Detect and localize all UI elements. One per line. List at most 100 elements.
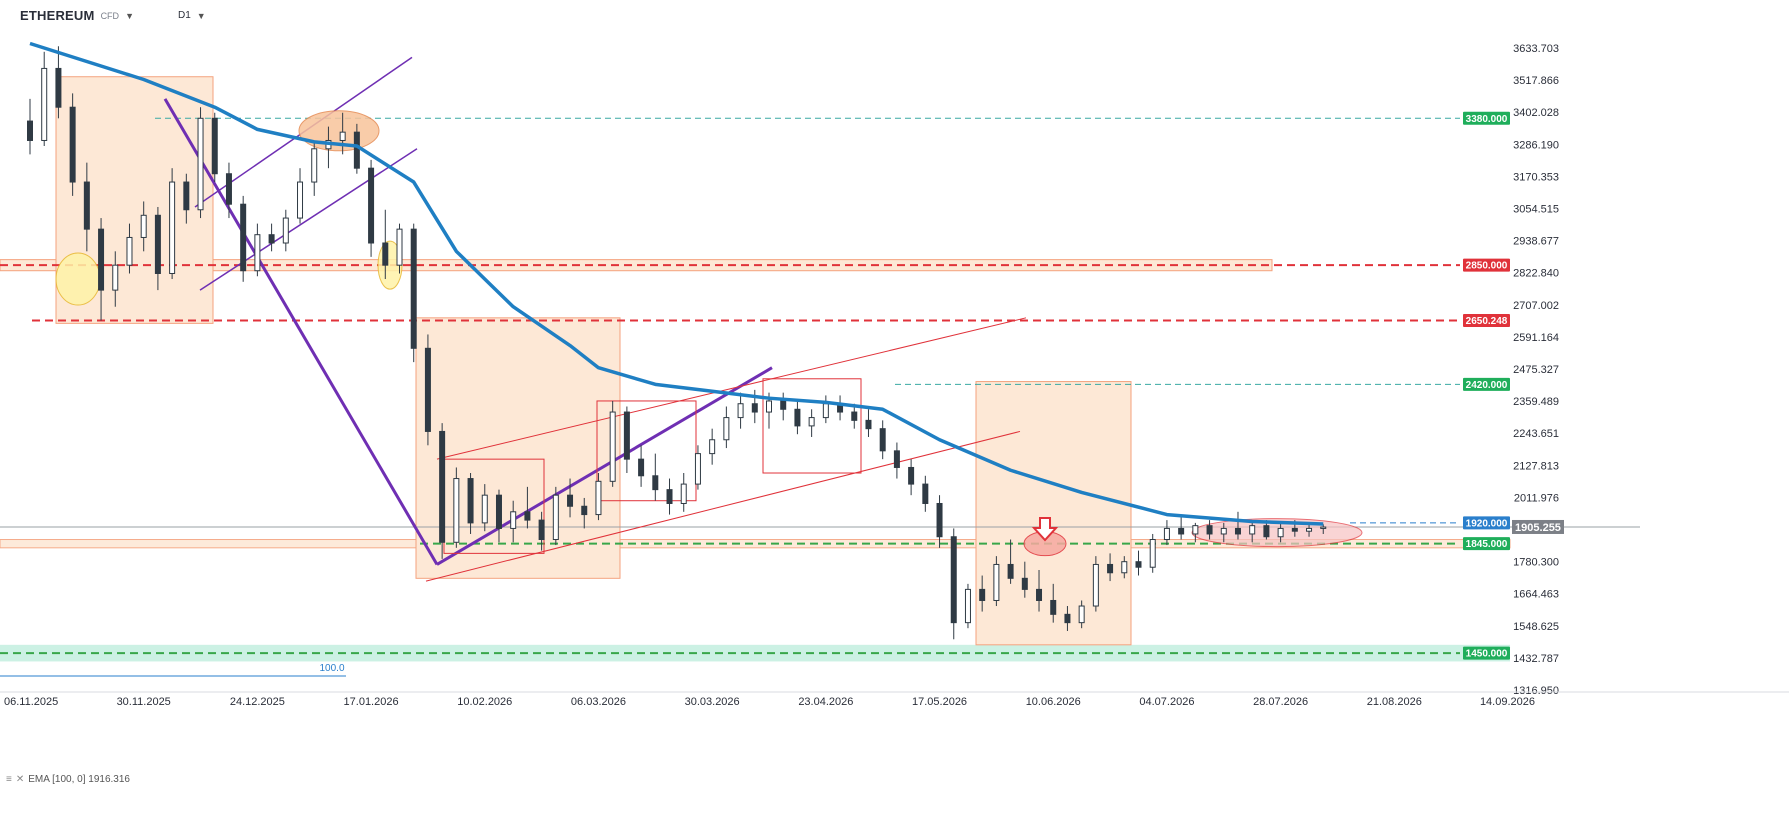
- candle: [1163, 520, 1170, 546]
- candle-body: [1220, 527, 1227, 535]
- candle-body: [1234, 527, 1241, 535]
- chart-header: ETHEREUM CFD ▼ D1 ▼: [20, 8, 206, 23]
- candle-body: [666, 489, 673, 504]
- level-badge-label: 1450.000: [1466, 649, 1508, 660]
- candle-body: [1178, 527, 1185, 535]
- y-tick-label: 2707.002: [1513, 300, 1559, 312]
- indicator-label: EMA [100, 0] 1916.316: [28, 774, 130, 785]
- candle: [396, 223, 403, 274]
- candle-body: [822, 403, 829, 419]
- candle-body: [1277, 527, 1284, 538]
- candle: [83, 162, 90, 252]
- candle: [964, 583, 971, 629]
- candle-body: [879, 428, 886, 452]
- range-box-2: [415, 317, 621, 579]
- candle-body: [495, 494, 502, 529]
- candle: [1007, 539, 1014, 584]
- candle: [410, 223, 417, 363]
- y-tick-label: 2938.677: [1513, 236, 1559, 248]
- timeframe-dropdown-caret-icon[interactable]: ▼: [196, 10, 206, 21]
- candle-body: [851, 411, 858, 421]
- candle-body: [979, 588, 986, 601]
- y-tick-label: 3054.515: [1513, 203, 1559, 215]
- candle-body: [112, 264, 119, 291]
- level-badge-label: 1920.000: [1466, 518, 1508, 529]
- x-tick-label: 10.02.2026: [457, 696, 512, 708]
- candle-body: [1320, 526, 1327, 529]
- candle-body: [1036, 588, 1043, 601]
- candle-body: [382, 242, 389, 266]
- candle-body: [396, 228, 403, 266]
- resistance-zone-2850: [0, 259, 1273, 272]
- highlight-ellipse-1: [55, 252, 101, 306]
- candle: [922, 475, 929, 512]
- candle: [268, 223, 275, 252]
- candle-body: [140, 214, 147, 238]
- candle: [140, 201, 147, 252]
- candle: [1036, 569, 1043, 612]
- x-tick-label: 17.05.2026: [912, 696, 967, 708]
- candle: [69, 93, 76, 196]
- candle: [55, 46, 62, 119]
- y-tick-label: 3402.028: [1513, 107, 1559, 119]
- indicator-close-icon[interactable]: ✕: [15, 774, 25, 785]
- y-tick-label: 1432.787: [1513, 653, 1559, 665]
- wedge-lower-line: [425, 430, 1021, 582]
- candle-body: [709, 439, 716, 455]
- candle: [297, 168, 304, 224]
- candle-body: [510, 511, 517, 529]
- timeframe-selector[interactable]: D1: [177, 10, 191, 21]
- x-tick-label: 06.11.2025: [4, 696, 58, 708]
- candle: [1178, 517, 1185, 540]
- level-badge-label: 2420.000: [1466, 380, 1508, 391]
- candle-body: [197, 117, 204, 211]
- candle: [1107, 553, 1114, 582]
- symbol-dropdown-caret-icon[interactable]: ▼: [125, 10, 134, 21]
- y-tick-label: 1664.463: [1513, 589, 1559, 601]
- x-tick-label: 14.09.2026: [1480, 696, 1535, 708]
- candle: [638, 445, 645, 487]
- candle-body: [865, 419, 872, 430]
- candle: [467, 473, 474, 534]
- candle: [510, 500, 517, 543]
- candle: [723, 406, 730, 449]
- candle-body: [638, 458, 645, 477]
- x-tick-label: 23.04.2026: [798, 696, 853, 708]
- candle: [197, 107, 204, 219]
- current-price-badge: [1512, 519, 1564, 534]
- candle-body: [524, 511, 531, 521]
- level-badge: [1463, 377, 1510, 391]
- candle-body: [424, 347, 431, 432]
- candle-body: [1306, 527, 1313, 532]
- y-tick-label: 2475.327: [1513, 364, 1559, 376]
- candle: [126, 223, 133, 274]
- x-tick-label: 06.03.2026: [571, 696, 626, 708]
- candle: [254, 223, 261, 277]
- candle-body: [439, 430, 446, 543]
- candle: [169, 168, 176, 280]
- candle: [1234, 511, 1241, 540]
- candle: [27, 98, 33, 155]
- candle-body: [1107, 563, 1114, 574]
- candle: [1078, 600, 1085, 629]
- rebound-up-line: [436, 366, 773, 566]
- candle: [694, 445, 701, 490]
- candle-body: [83, 181, 90, 230]
- candle-body: [98, 228, 105, 291]
- candle-body: [339, 131, 346, 141]
- x-tick-label: 04.07.2026: [1139, 696, 1194, 708]
- candle: [666, 478, 673, 515]
- candle: [211, 112, 218, 183]
- candle: [623, 406, 630, 474]
- level-badge: [1463, 646, 1510, 660]
- candle-body: [368, 167, 375, 244]
- candle-body: [623, 411, 630, 460]
- candle: [1220, 522, 1227, 543]
- indicator-legend: ≡ ✕ EMA [100, 0] 1916.316: [6, 774, 130, 785]
- channel-lower: [199, 148, 418, 291]
- y-tick-label: 3286.190: [1513, 139, 1559, 151]
- candle-body: [1163, 527, 1170, 541]
- candle-body: [225, 173, 232, 205]
- indicator-menu-icon[interactable]: ≡: [6, 774, 12, 785]
